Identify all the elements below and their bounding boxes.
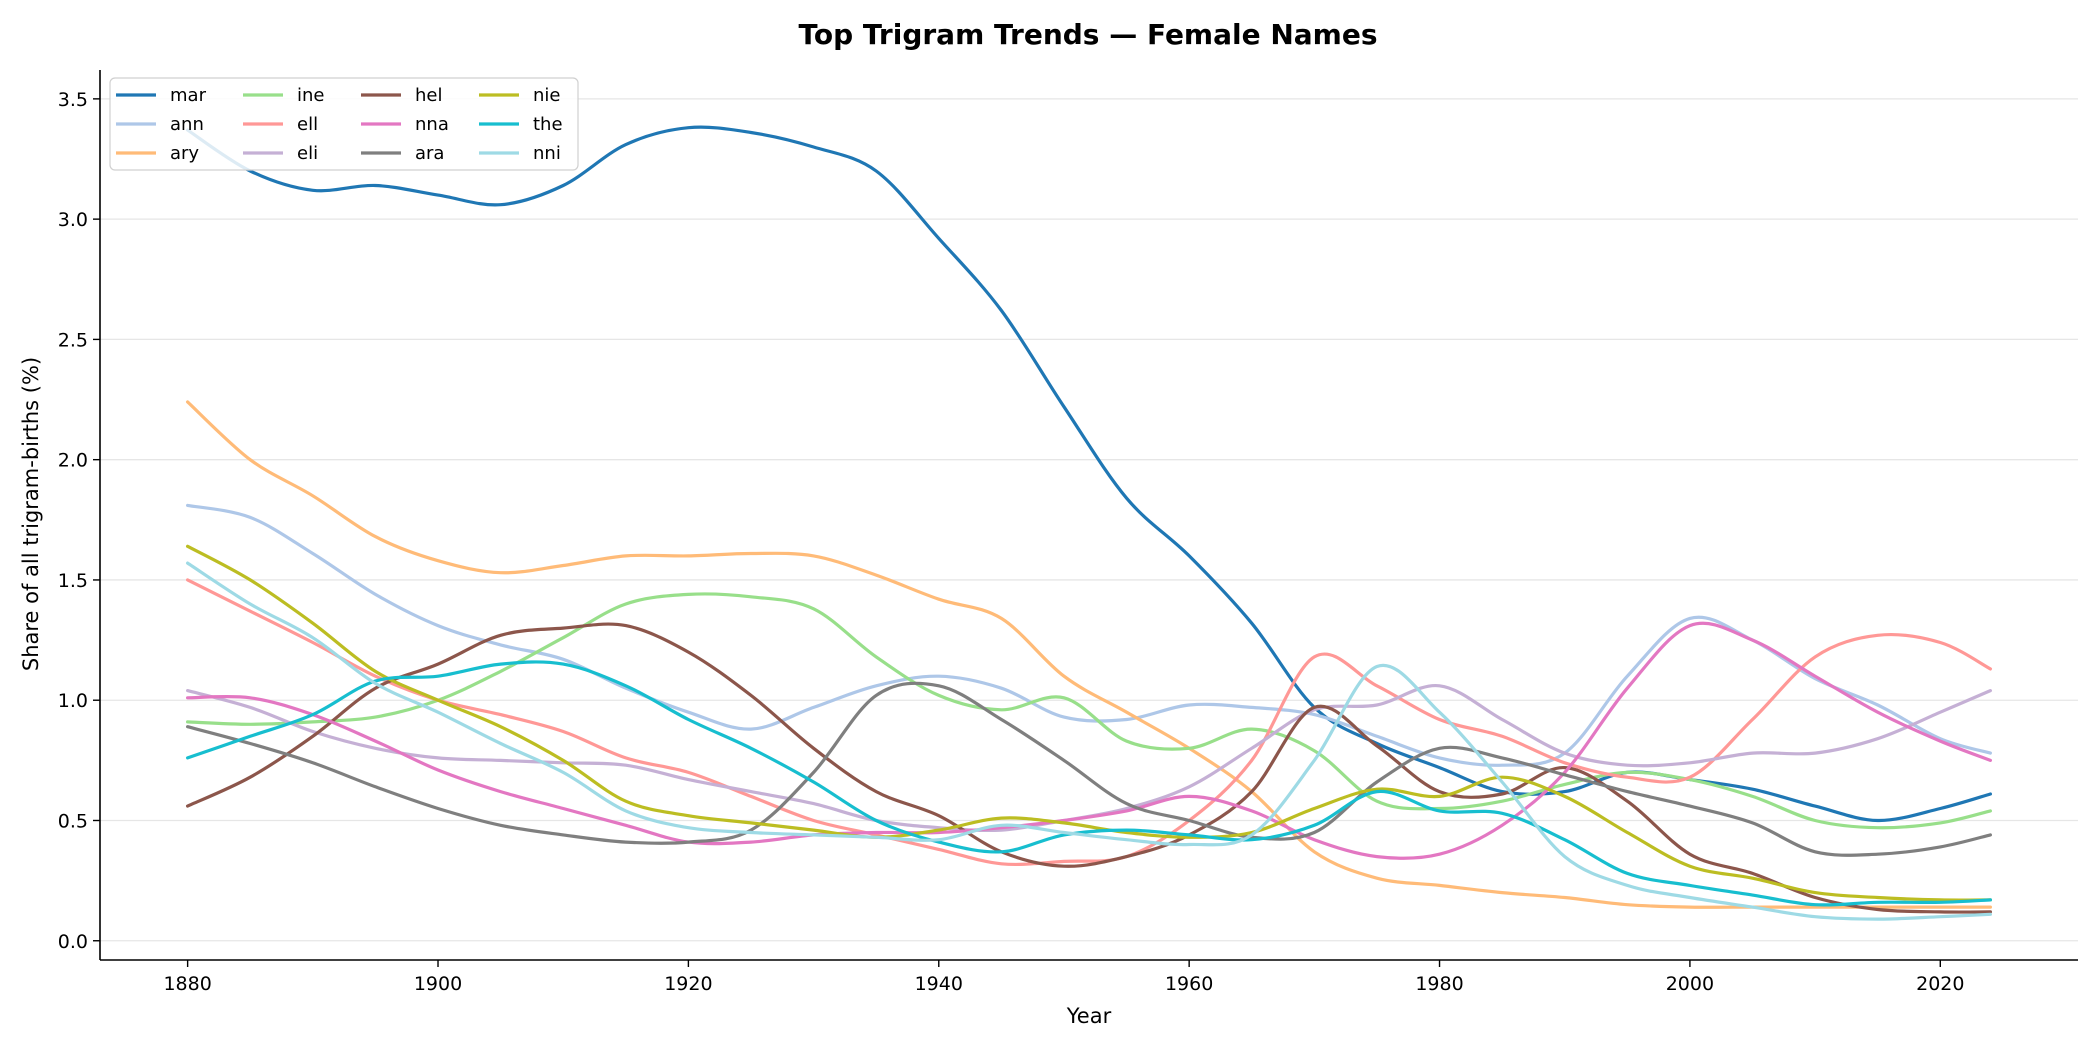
x-tick-label-1980: 1980 — [1415, 973, 1463, 995]
x-tick-label-2020: 2020 — [1916, 973, 1964, 995]
legend-label-eli: eli — [297, 143, 318, 164]
series-line-nni — [186, 561, 1992, 921]
series-line-ine — [186, 592, 1992, 830]
x-tick-label-1920: 1920 — [664, 973, 712, 995]
y-tick-label-2: 1.0 — [58, 690, 88, 712]
legend-label-ara: ara — [415, 143, 444, 164]
x-tick-label-1940: 1940 — [915, 973, 963, 995]
series-line-ary — [186, 400, 1992, 909]
x-tick-label-2000: 2000 — [1666, 973, 1714, 995]
y-tick-label-0: 0.0 — [58, 931, 88, 953]
axes: 1880 1900 1920 1940 1960 1980 2000 2020 0.0 0.5 1.… — [58, 70, 2078, 995]
x-axis-label: Year — [1066, 1004, 1112, 1028]
grid-lines — [100, 98, 2078, 942]
legend-label-ell: ell — [297, 114, 318, 135]
y-tick-label-1: 0.5 — [58, 810, 88, 832]
y-tick-label-5: 2.5 — [58, 329, 88, 351]
series-lines — [186, 125, 1992, 921]
y-tick-label-6: 3.0 — [58, 209, 88, 231]
y-axis-label: Share of all trigram-births (%) — [19, 357, 43, 671]
legend-label-ann: ann — [170, 114, 204, 135]
x-tick-label-1880: 1880 — [163, 973, 211, 995]
series-line-nie — [186, 544, 1992, 902]
series-line-eli — [186, 684, 1992, 833]
series-line-mar — [186, 125, 1992, 823]
legend-label-hel: hel — [415, 85, 442, 106]
series-line-nna — [186, 621, 1992, 860]
legend-label-nni: nni — [533, 143, 561, 164]
y-tick-label-7: 3.5 — [58, 89, 88, 111]
legend-label-mar: mar — [170, 85, 207, 106]
series-line-ann — [186, 503, 1992, 767]
y-tick-label-3: 1.5 — [58, 570, 88, 592]
series-line-ara — [186, 681, 1992, 857]
x-tick-label-1900: 1900 — [414, 973, 462, 995]
legend: mar ann ary ine ell eli hel nna ara nie the nni — [109, 77, 579, 171]
legend-label-nie: nie — [533, 85, 560, 106]
chart-title: Top Trigram Trends — Female Names — [798, 18, 1377, 51]
y-tick-label-4: 2.0 — [58, 450, 88, 472]
legend-label-ary: ary — [170, 143, 199, 164]
x-tick-label-1960: 1960 — [1165, 973, 1213, 995]
series-line-hel — [186, 622, 1992, 914]
legend-frame — [109, 77, 579, 171]
legend-label-the: the — [533, 114, 563, 135]
legend-label-nna: nna — [415, 114, 449, 135]
legend-label-ine: ine — [297, 85, 324, 106]
